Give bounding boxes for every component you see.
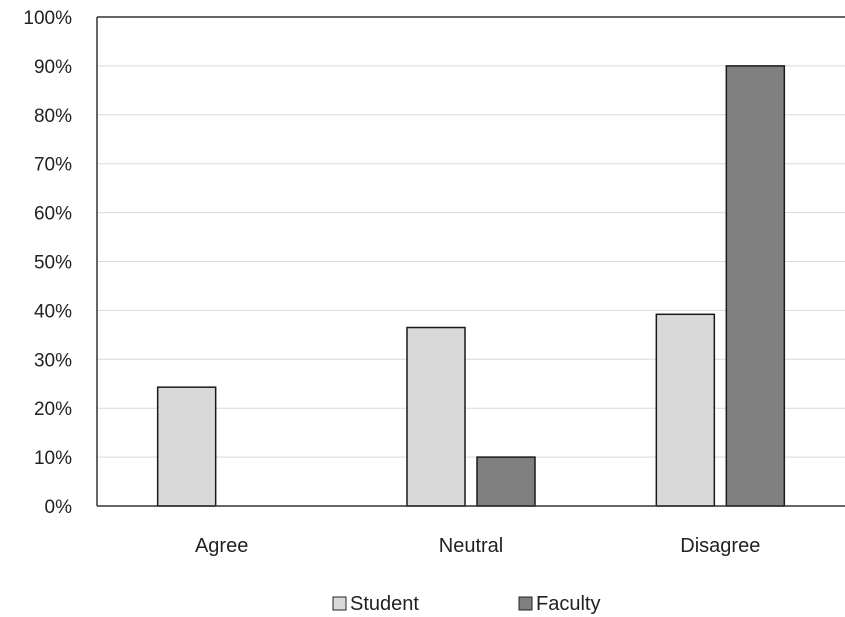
x-category-label: Agree xyxy=(195,535,248,557)
axes xyxy=(96,16,845,507)
bars xyxy=(156,65,786,507)
y-tick-label: 20% xyxy=(34,399,72,420)
bar-faculty-disagree xyxy=(725,65,786,507)
y-tick-label: 80% xyxy=(34,106,72,127)
legend-swatch-student xyxy=(332,596,347,611)
bar-student-neutral xyxy=(406,326,466,507)
gridlines xyxy=(97,65,845,458)
bar-student-agree xyxy=(156,386,217,507)
y-tick-label: 30% xyxy=(34,350,72,371)
bar-student-disagree xyxy=(655,313,716,507)
x-category-label: Disagree xyxy=(680,535,760,557)
legend: Student Faculty xyxy=(332,593,600,615)
bar-faculty-neutral xyxy=(476,456,536,507)
y-tick-label: 70% xyxy=(34,155,72,176)
legend-label-student: Student xyxy=(350,593,419,615)
y-tick-label: 60% xyxy=(34,204,72,225)
y-tick-label: 90% xyxy=(34,57,72,78)
y-tick-labels: 0% 10% 20% 30% 40% 50% 60% 70% 80% 90% 100% xyxy=(23,8,72,518)
y-tick-label: 10% xyxy=(34,448,72,469)
y-tick-label: 40% xyxy=(34,301,72,322)
legend-swatch-faculty xyxy=(518,596,533,611)
y-tick-label: 100% xyxy=(23,8,72,29)
x-category-labels: Agree Neutral Disagree xyxy=(195,535,760,557)
legend-label-faculty: Faculty xyxy=(536,593,600,615)
y-tick-label: 50% xyxy=(34,253,72,274)
y-tick-label: 0% xyxy=(45,497,73,518)
x-category-label: Neutral xyxy=(439,535,503,557)
